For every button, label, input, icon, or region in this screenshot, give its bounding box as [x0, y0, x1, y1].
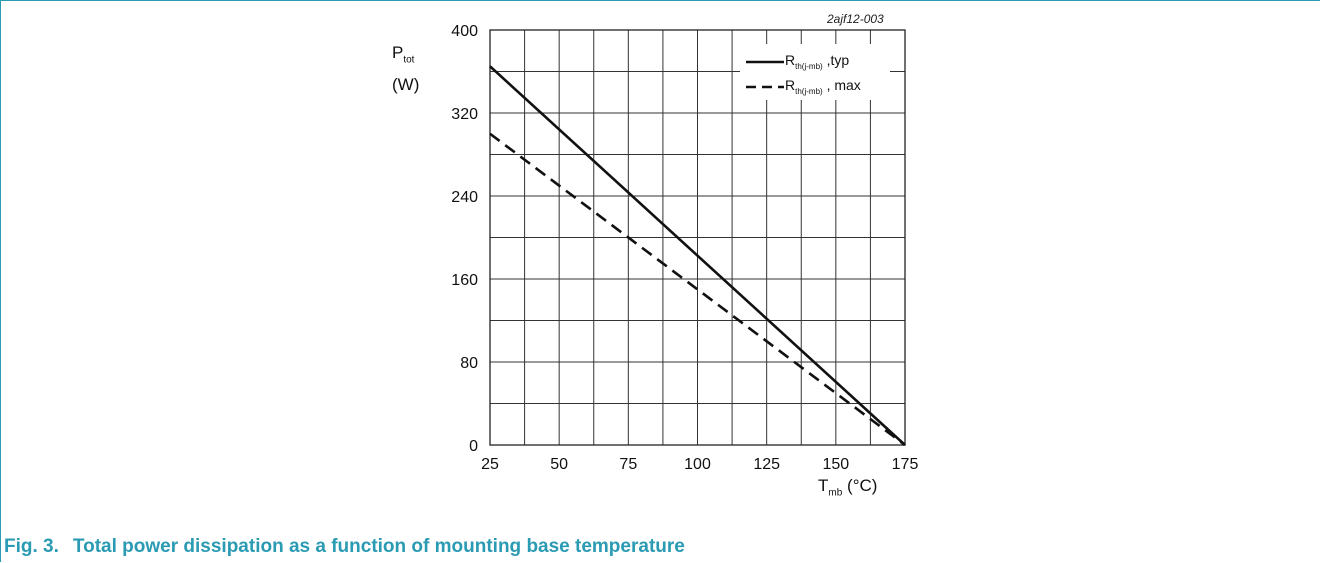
legend-entry-typ: Rth(j-mb) ,typ	[785, 52, 849, 71]
series-line-max	[489, 132, 906, 447]
x-tick-label: 100	[684, 456, 711, 473]
caption-text: Total power dissipation as a function of…	[72, 536, 685, 557]
legend-label-typ-symbol: R	[785, 52, 796, 68]
y-tick-label: 80	[460, 355, 478, 372]
x-tick-label: 125	[753, 456, 780, 473]
x-tick-label: 50	[550, 456, 568, 473]
y-axis-unit: (W)	[392, 75, 420, 95]
legend-label-max-sub: th(j-mb)	[795, 86, 823, 96]
legend-label-max-symbol: R	[785, 77, 796, 93]
x-tick-label: 150	[822, 456, 849, 473]
legend-entry-max: Rth(j-mb) , max	[785, 77, 861, 96]
x-tick-label: 175	[892, 456, 919, 473]
legend-label-max-suffix: , max	[822, 77, 861, 93]
legend-label-typ-sub: th(j-mb)	[795, 61, 823, 71]
caption-number: Fig. 3.	[4, 536, 59, 557]
y-tick-label: 160	[451, 272, 478, 289]
x-axis-label: Tmb (°C)	[818, 476, 877, 498]
y-tick-label: 240	[451, 189, 478, 206]
plot-border	[489, 29, 906, 446]
figure-id: 2ajf12-003	[827, 12, 884, 26]
x-axis-unit: (°C)	[847, 476, 878, 495]
x-axis-symbol: T	[818, 476, 829, 495]
figure-caption: Fig. 3. Total power dissipation as a func…	[4, 536, 685, 558]
y-axis-label: Ptot (W)	[392, 40, 419, 97]
y-axis-symbol: P	[392, 43, 404, 62]
legend-label-typ-suffix: ,typ	[822, 52, 850, 68]
legend-box	[740, 44, 890, 100]
y-tick-label: 320	[451, 106, 478, 123]
y-tick-label: 400	[451, 23, 478, 40]
x-tick-label: 75	[619, 456, 637, 473]
x-axis-subscript: mb	[828, 487, 843, 499]
y-tick-label: 0	[469, 438, 478, 455]
y-axis-subscript: tot	[403, 54, 415, 66]
series-line-typ	[489, 65, 906, 446]
x-tick-label: 25	[481, 456, 499, 473]
